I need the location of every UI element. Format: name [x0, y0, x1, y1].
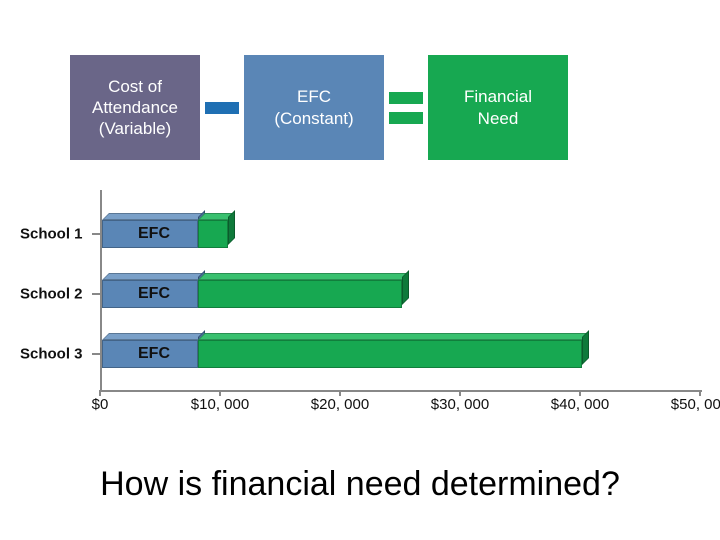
legend-cost-line1: Cost of	[108, 76, 162, 97]
equals-bar-icon	[389, 112, 423, 124]
legend-need-box: Financial Need	[428, 55, 568, 160]
x-axis-label: $0	[92, 396, 109, 413]
legend-equation: Cost of Attendance (Variable) EFC (Const…	[70, 55, 568, 160]
bar-label-efc: EFC	[138, 285, 170, 303]
equals-operator	[384, 88, 428, 128]
y-axis-label: School 3	[20, 346, 96, 363]
legend-efc-line2: (Constant)	[274, 108, 353, 129]
chart-plot-area: EFC EFC EFC	[100, 190, 702, 392]
bar-segment-need	[198, 340, 582, 368]
legend-need-line2: Need	[478, 108, 519, 129]
chart-row: EFC	[102, 280, 702, 308]
chart-row: EFC	[102, 220, 702, 248]
y-axis-label: School 2	[20, 286, 96, 303]
x-axis-label: $20, 000	[311, 396, 369, 413]
bar-label-efc: EFC	[138, 345, 170, 363]
bar-label-efc: EFC	[138, 225, 170, 243]
legend-efc-line1: EFC	[297, 86, 331, 107]
bar-segment-need	[198, 280, 402, 308]
bar-segment-need	[198, 220, 228, 248]
x-axis-label: $50, 000	[671, 396, 720, 413]
legend-efc-box: EFC (Constant)	[244, 55, 384, 160]
financial-need-chart: EFC EFC EFC $0 $10, 000 $20, 000 $30, 000 $40,…	[20, 190, 710, 420]
y-axis-label: School 1	[20, 226, 96, 243]
minus-operator	[200, 98, 244, 118]
x-axis-label: $10, 000	[191, 396, 249, 413]
chart-x-axis: $0$10, 000$20, 000$30, 000$40, 000$50, 0…	[100, 396, 710, 420]
legend-cost-box: Cost of Attendance (Variable)	[70, 55, 200, 160]
minus-bar-icon	[205, 102, 239, 114]
legend-cost-line3: (Variable)	[99, 118, 171, 139]
chart-row: EFC	[102, 340, 702, 368]
legend-cost-line2: Attendance	[92, 97, 178, 118]
x-axis-label: $30, 000	[431, 396, 489, 413]
legend-need-line1: Financial	[464, 86, 532, 107]
x-axis-label: $40, 000	[551, 396, 609, 413]
page-title: How is financial need determined?	[0, 465, 720, 504]
equals-bar-icon	[389, 92, 423, 104]
